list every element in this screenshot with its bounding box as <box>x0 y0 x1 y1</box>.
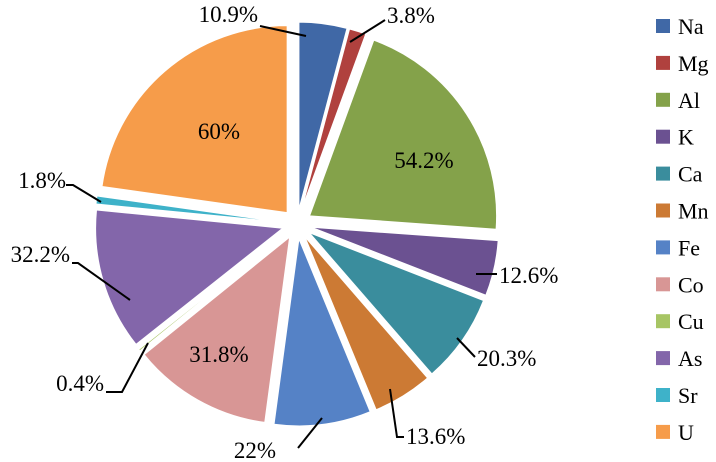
leader-line-mn <box>389 388 404 438</box>
data-label-mg: 3.8% <box>387 3 435 28</box>
legend-swatch-mg <box>656 55 670 70</box>
pie-slice-mg <box>301 28 367 210</box>
legend-label-ca: Ca <box>678 162 703 187</box>
pie-slice-k <box>311 226 499 296</box>
legend-swatch-cu <box>656 314 670 329</box>
leader-line-cu <box>106 342 149 393</box>
legend-label-co: Co <box>678 272 704 297</box>
legend-label-sr: Sr <box>678 383 698 408</box>
data-label-al: 54.2% <box>394 148 453 173</box>
leader-line-mg <box>349 19 386 43</box>
leader-line-ca <box>456 337 476 358</box>
data-labels: 10.9% 3.8% 54.2% 12.6% 20.3% 13.6% 22% 31.8% 0.4… <box>11 2 559 462</box>
legend-swatch-sr <box>656 388 670 402</box>
data-label-fe: 22% <box>234 438 276 462</box>
legend-swatch-na <box>656 19 670 33</box>
leader-lines <box>66 19 497 449</box>
legend-swatch-fe <box>656 240 670 255</box>
pie-slice-ca <box>308 232 485 375</box>
data-label-ca: 20.3% <box>477 346 536 371</box>
leader-line-as <box>72 262 131 301</box>
data-label-co: 31.8% <box>189 342 248 367</box>
pie-slice-fe <box>273 236 371 427</box>
legend-label-as: As <box>678 346 702 371</box>
leader-line-fe <box>297 417 323 449</box>
pie-slice-al <box>308 39 498 230</box>
legend-swatch-mn <box>656 203 670 218</box>
legend-label-mg: Mg <box>678 51 709 76</box>
legend-label-al: Al <box>678 88 700 113</box>
leader-line-na <box>259 25 307 37</box>
legend-label-fe: Fe <box>678 235 700 260</box>
data-label-as: 32.2% <box>11 242 70 267</box>
legend-swatch-k <box>656 129 670 144</box>
pie-slice-mn <box>304 236 429 411</box>
pie-slice-cu <box>137 232 286 352</box>
legend-label-u: U <box>678 420 694 445</box>
pie-slice-co <box>143 235 291 423</box>
pie-slices <box>95 21 499 427</box>
data-label-mn: 13.6% <box>406 424 465 449</box>
legend-label-mn: Mn <box>678 199 709 224</box>
legend-swatch-al <box>656 92 670 107</box>
legend-label-k: K <box>678 125 694 150</box>
pie-slice-na <box>298 21 348 210</box>
pie-slice-u <box>101 25 288 214</box>
legend-swatch-as <box>656 351 670 366</box>
legend-swatch-co <box>656 277 670 292</box>
data-label-sr: 1.8% <box>18 168 66 193</box>
data-label-u: 60% <box>198 119 240 144</box>
data-label-cu: 0.4% <box>56 371 104 396</box>
data-label-k: 12.6% <box>499 263 558 288</box>
legend: Na Mg Al K Ca Mn Fe Co Cu As Sr U <box>656 14 709 445</box>
data-label-na: 10.9% <box>199 2 258 27</box>
legend-label-na: Na <box>678 14 704 39</box>
legend-swatch-u <box>656 424 670 439</box>
leader-line-sr <box>66 184 102 203</box>
legend-swatch-ca <box>656 166 670 181</box>
legend-label-cu: Cu <box>678 309 704 334</box>
